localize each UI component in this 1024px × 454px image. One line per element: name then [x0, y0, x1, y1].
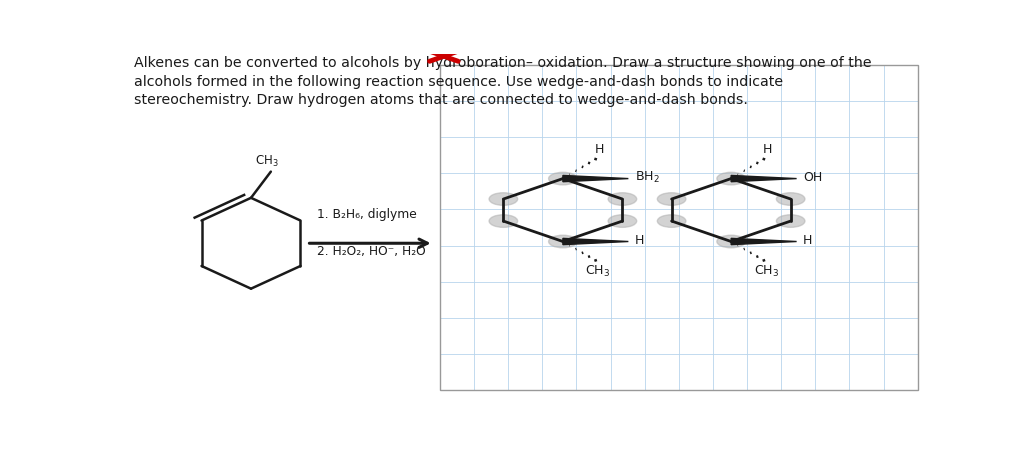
Polygon shape — [563, 238, 629, 245]
Polygon shape — [731, 238, 797, 245]
Text: CH$_3$: CH$_3$ — [586, 264, 610, 279]
Text: H: H — [803, 234, 812, 247]
Polygon shape — [563, 175, 629, 182]
Circle shape — [608, 215, 637, 227]
Circle shape — [549, 172, 578, 185]
Circle shape — [489, 193, 518, 205]
Circle shape — [776, 215, 805, 227]
Circle shape — [549, 235, 578, 248]
Text: CH$_3$: CH$_3$ — [255, 154, 279, 169]
Text: CH$_3$: CH$_3$ — [754, 264, 779, 279]
Text: 2. H₂O₂, HO⁻, H₂O: 2. H₂O₂, HO⁻, H₂O — [316, 245, 426, 258]
Circle shape — [657, 193, 686, 205]
Text: Alkenes can be converted to alcohols by hydroboration– oxidation. Draw a structu: Alkenes can be converted to alcohols by … — [134, 56, 872, 107]
Circle shape — [776, 193, 805, 205]
Circle shape — [717, 172, 745, 185]
Circle shape — [608, 193, 637, 205]
Text: H: H — [635, 234, 644, 247]
Text: BH$_2$: BH$_2$ — [635, 170, 659, 185]
Circle shape — [657, 215, 686, 227]
Text: 1. B₂H₆, diglyme: 1. B₂H₆, diglyme — [316, 207, 417, 221]
Circle shape — [489, 215, 518, 227]
Text: H: H — [595, 143, 604, 156]
Text: OH: OH — [803, 171, 822, 184]
Text: H: H — [763, 143, 772, 156]
Circle shape — [717, 235, 745, 248]
Polygon shape — [731, 175, 797, 182]
Bar — [440, 65, 918, 390]
